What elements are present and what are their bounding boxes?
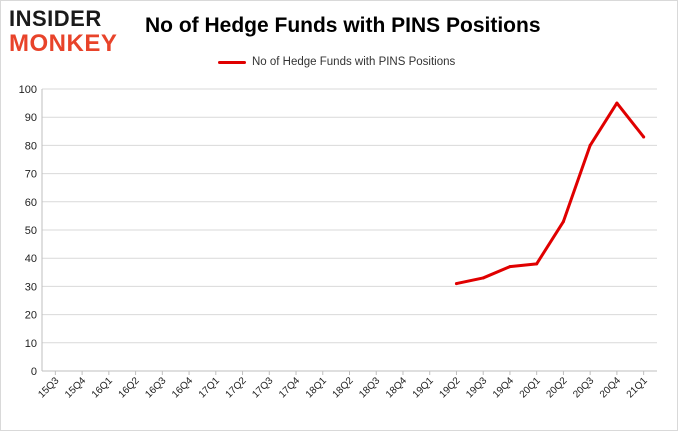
x-tick-label: 18Q2 bbox=[331, 375, 356, 400]
y-tick-label: 80 bbox=[25, 140, 37, 152]
y-tick-label: 30 bbox=[25, 281, 37, 293]
x-tick-label: 20Q2 bbox=[544, 375, 569, 400]
y-tick-label: 90 bbox=[25, 112, 37, 124]
y-tick-label: 40 bbox=[25, 253, 37, 265]
x-tick-label: 15Q3 bbox=[36, 375, 61, 400]
data-point bbox=[454, 282, 458, 286]
data-point bbox=[642, 135, 646, 139]
x-tick-label: 17Q2 bbox=[224, 375, 249, 400]
data-point bbox=[615, 101, 619, 105]
y-tick-label: 100 bbox=[19, 84, 37, 96]
x-tick-label: 18Q3 bbox=[357, 375, 382, 400]
x-tick-label: 19Q2 bbox=[437, 375, 462, 400]
x-tick-label: 19Q4 bbox=[491, 375, 516, 400]
x-tick-label: 17Q1 bbox=[197, 375, 222, 400]
chart-legend: No of Hedge Funds with PINS Positions bbox=[218, 55, 455, 69]
x-tick-label: 18Q1 bbox=[304, 375, 329, 400]
x-tick-label: 18Q4 bbox=[384, 375, 409, 400]
insider-monkey-logo: INSIDER MONKEY bbox=[9, 8, 127, 58]
data-point bbox=[535, 262, 539, 266]
x-tick-label: 19Q3 bbox=[464, 375, 489, 400]
chart-title: No of Hedge Funds with PINS Positions bbox=[145, 14, 541, 37]
data-point bbox=[561, 220, 565, 224]
logo-text-insider: INSIDER bbox=[9, 6, 102, 31]
data-point bbox=[588, 143, 592, 147]
y-tick-label: 50 bbox=[25, 225, 37, 237]
x-tick-label: 17Q3 bbox=[250, 375, 275, 400]
y-tick-label: 0 bbox=[31, 366, 37, 378]
series-line bbox=[454, 101, 646, 286]
x-tick-label: 20Q3 bbox=[571, 375, 596, 400]
x-tick-label: 20Q1 bbox=[518, 375, 543, 400]
x-tick-label: 17Q4 bbox=[277, 375, 302, 400]
x-tick-label: 16Q4 bbox=[170, 375, 195, 400]
x-tick-label: 19Q1 bbox=[411, 375, 436, 400]
y-tick-label: 70 bbox=[25, 169, 37, 181]
x-tick-label: 20Q4 bbox=[598, 375, 623, 400]
legend-swatch bbox=[218, 60, 246, 64]
y-tick-label: 60 bbox=[25, 197, 37, 209]
x-tick-label: 15Q4 bbox=[63, 375, 88, 400]
x-tick-label: 16Q3 bbox=[143, 375, 168, 400]
x-tick-label: 16Q1 bbox=[90, 375, 115, 400]
logo-text-monkey: MONKEY bbox=[9, 30, 118, 57]
data-point bbox=[508, 265, 512, 269]
legend-label: No of Hedge Funds with PINS Positions bbox=[252, 56, 456, 68]
y-tick-label: 10 bbox=[25, 338, 37, 350]
x-tick-label: 21Q1 bbox=[625, 375, 650, 400]
x-tick-label: 16Q2 bbox=[117, 375, 142, 400]
y-tick-label: 20 bbox=[25, 310, 37, 322]
data-point bbox=[481, 276, 485, 280]
